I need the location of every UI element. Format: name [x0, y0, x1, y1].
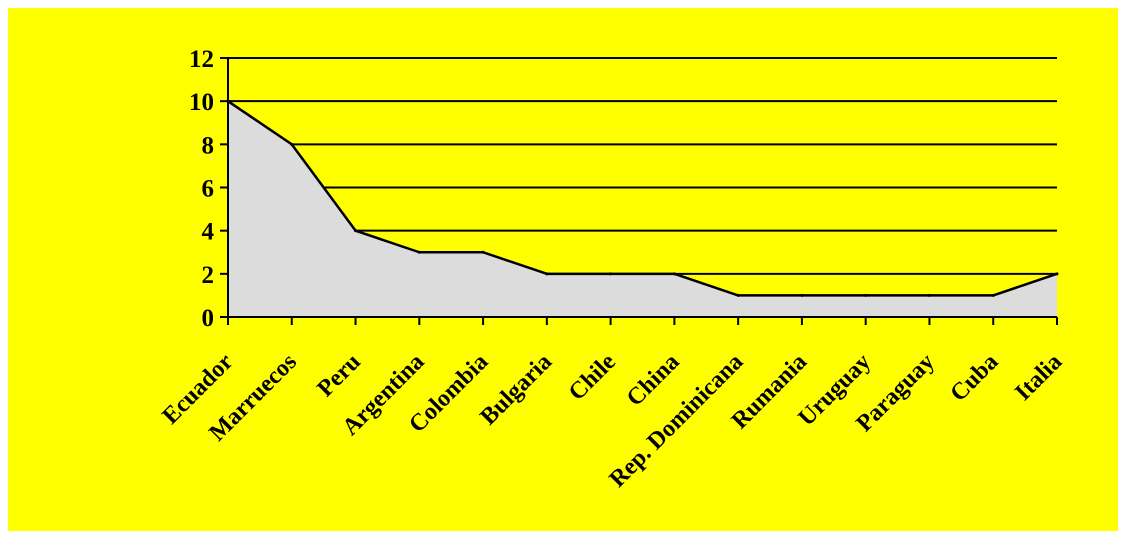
data-point — [354, 229, 358, 233]
x-category-label: Italia — [1010, 349, 1067, 406]
area-series — [226, 99, 1059, 318]
series-line-segment — [991, 272, 1059, 297]
y-tick-label: 12 — [189, 46, 214, 73]
data-point — [545, 272, 549, 276]
series-line-segment — [481, 251, 549, 276]
series-line-segment — [290, 143, 357, 232]
data-point — [991, 293, 995, 297]
axes — [220, 57, 1058, 325]
data-point — [927, 293, 931, 297]
series-line-segment — [354, 229, 421, 254]
data-point — [736, 293, 740, 297]
data-point — [417, 250, 421, 254]
data-point — [672, 272, 676, 276]
data-point — [609, 272, 613, 276]
y-tick-label: 2 — [202, 262, 215, 289]
data-point — [1055, 272, 1059, 276]
data-point — [800, 293, 804, 297]
series-line-segment — [673, 272, 740, 297]
data-point — [481, 250, 485, 254]
x-category-label: Chile — [564, 349, 621, 406]
y-tick-label: 4 — [202, 219, 215, 246]
data-point — [290, 142, 294, 146]
y-tick-label: 6 — [202, 176, 215, 203]
chart-background — [8, 8, 1118, 531]
series-line-segment — [226, 99, 294, 146]
data-point — [864, 293, 868, 297]
y-tick-label: 0 — [202, 305, 215, 332]
area-fill — [228, 101, 1057, 318]
y-tick-label: 10 — [189, 89, 214, 116]
x-category-label: China — [622, 349, 685, 412]
y-tick-labels: 0 2 4 6 8 10 12 — [189, 46, 215, 332]
y-tick-label: 8 — [202, 132, 215, 159]
x-category-label: Bulgaria — [476, 349, 558, 431]
x-category-label: Peru — [313, 349, 366, 402]
x-category-label: Cuba — [945, 349, 1003, 407]
